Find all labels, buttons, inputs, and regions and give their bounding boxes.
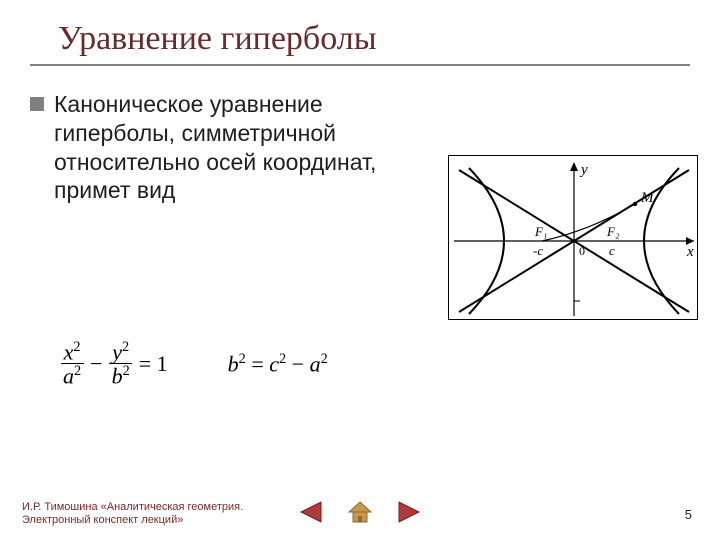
formula-relation: b2 = c2 − a2 <box>228 351 328 377</box>
svg-text:y: y <box>579 162 588 178</box>
body-text: Каноническое уравнение гиперболы, симмет… <box>54 90 434 205</box>
slide: Уравнение гиперболы Каноническое уравнен… <box>0 0 720 540</box>
slide-title: Уравнение гиперболы <box>30 20 690 58</box>
hyperbola-graph: y x M F₁ F₂ -c 0 c <box>448 155 698 320</box>
nav-buttons <box>295 498 425 526</box>
square-bullet-icon <box>30 97 44 111</box>
svg-text:c: c <box>609 243 615 258</box>
svg-text:-c: -c <box>533 243 543 258</box>
formula-canonical: x2a2 − y2b2 = 1 <box>60 340 168 388</box>
title-underline: Уравнение гиперболы <box>30 20 690 66</box>
footer-line2: Электронный конспект лекций» <box>22 514 243 528</box>
hyperbola-svg: y x M F₁ F₂ -c 0 c <box>449 156 699 321</box>
svg-text:F₂: F₂ <box>606 224 620 239</box>
page-number: 5 <box>685 507 692 522</box>
svg-text:M: M <box>640 190 655 206</box>
next-button[interactable] <box>395 498 425 526</box>
svg-text:x: x <box>686 244 694 260</box>
home-button[interactable] <box>345 498 375 526</box>
svg-text:0: 0 <box>579 244 585 258</box>
prev-button[interactable] <box>295 498 325 526</box>
footer-line1: И.Р. Тимошина «Аналитическая геометрия. <box>22 501 243 515</box>
formulas: x2a2 − y2b2 = 1 b2 = c2 − a2 <box>60 340 328 388</box>
footer-citation: И.Р. Тимошина «Аналитическая геометрия. … <box>22 501 243 529</box>
svg-text:F₁: F₁ <box>534 224 547 239</box>
